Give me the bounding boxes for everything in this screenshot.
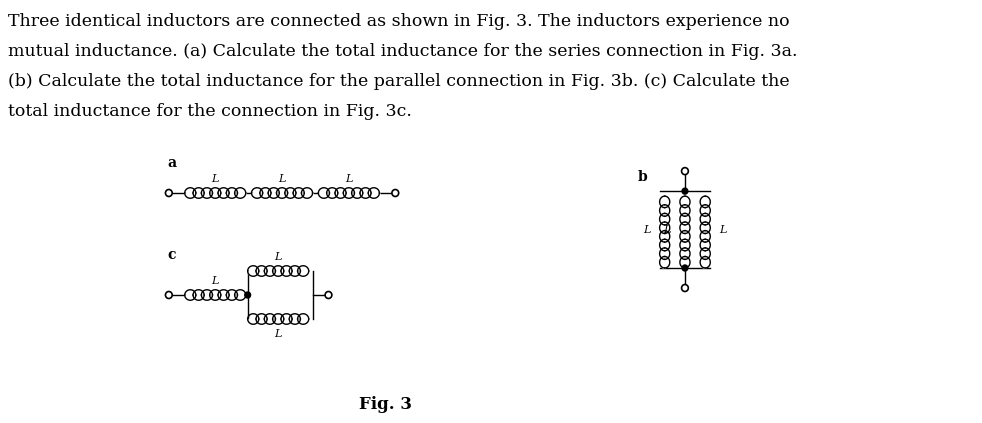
Circle shape — [682, 285, 688, 291]
Text: L: L — [346, 174, 353, 184]
Text: total inductance for the connection in Fig. 3c.: total inductance for the connection in F… — [8, 103, 411, 120]
Text: L: L — [664, 225, 671, 235]
Text: Fig. 3: Fig. 3 — [359, 396, 412, 413]
Text: L: L — [211, 174, 219, 184]
Text: L: L — [275, 252, 282, 262]
Circle shape — [682, 188, 687, 194]
Text: L: L — [719, 225, 727, 235]
Circle shape — [682, 168, 688, 175]
Text: a: a — [167, 156, 176, 170]
Circle shape — [325, 291, 332, 299]
Circle shape — [165, 291, 172, 299]
Text: L: L — [643, 225, 651, 235]
Text: L: L — [275, 329, 282, 339]
Text: Three identical inductors are connected as shown in Fig. 3. The inductors experi: Three identical inductors are connected … — [8, 13, 790, 30]
Circle shape — [165, 190, 172, 197]
Text: (b) Calculate the total inductance for the parallel connection in Fig. 3b. (c) C: (b) Calculate the total inductance for t… — [8, 73, 790, 90]
Circle shape — [682, 265, 687, 271]
Text: L: L — [278, 174, 286, 184]
Circle shape — [392, 190, 399, 197]
Text: L: L — [211, 276, 219, 286]
Circle shape — [245, 292, 250, 298]
Text: c: c — [167, 248, 176, 262]
Text: b: b — [637, 170, 647, 184]
Text: mutual inductance. (a) Calculate the total inductance for the series connection : mutual inductance. (a) Calculate the tot… — [8, 43, 797, 60]
